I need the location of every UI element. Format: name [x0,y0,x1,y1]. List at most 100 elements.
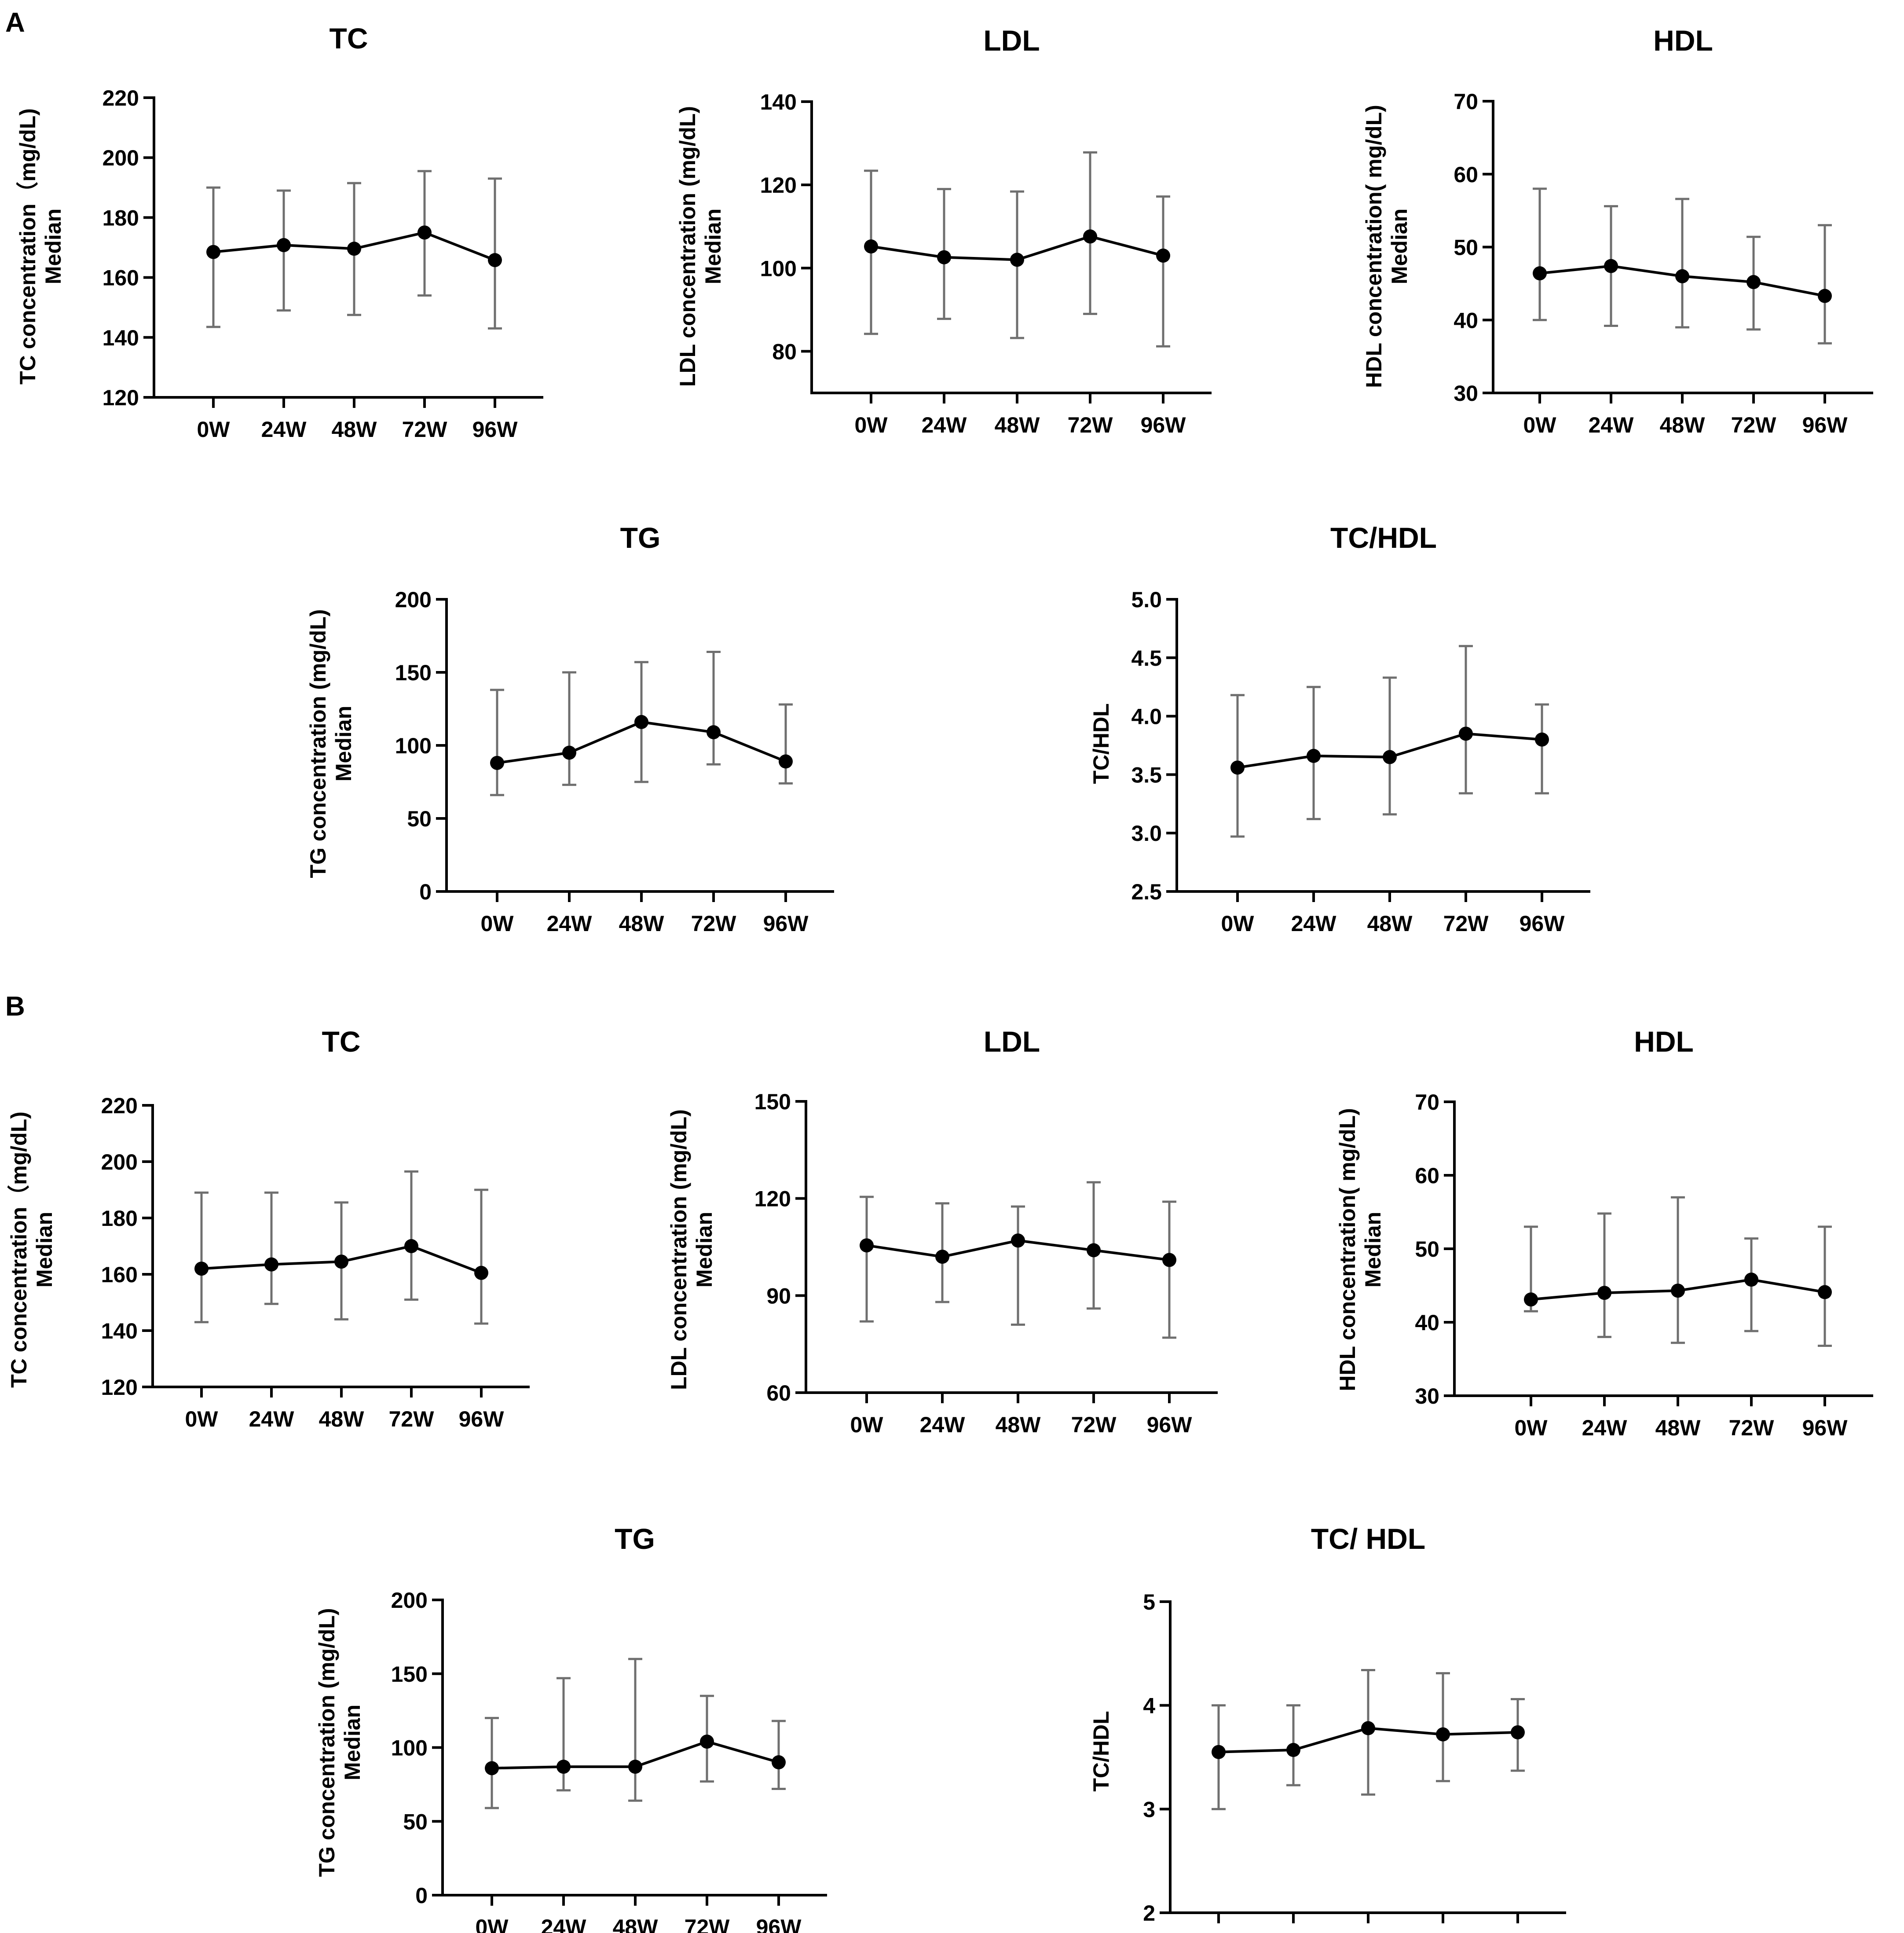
data-point [562,745,576,760]
x-tick-label: 72W [1443,911,1489,936]
x-tick-label: 72W [1729,1416,1775,1440]
chart-2: LDL LDL concentration (mg/dL)Median 80 100 1… [675,24,1212,437]
y-axis-label: TC/HDL [1089,703,1113,784]
y-axis-label: HDL concentration( mg/dL)Median [1335,1108,1385,1391]
data-point [1533,266,1547,281]
y-tick-label: 3.0 [1131,821,1162,846]
data-point [1162,1253,1176,1267]
y-tick-label: 60 [1415,1163,1439,1188]
data-point [277,238,291,253]
data-point [485,1761,499,1775]
y-tick-label: 5 [1143,1590,1155,1614]
y-tick-label: 4 [1143,1694,1155,1718]
y-tick-label: 5.0 [1131,587,1162,612]
y-axis-label-line: Median [41,209,66,284]
x-tick-label: 96W [1802,1416,1848,1440]
y-axis-label-line: HDL concentration( mg/dL) [1335,1108,1360,1391]
x-tick-label: 24W [920,1412,966,1437]
y-tick-label: 2.5 [1131,880,1162,904]
data-point [1818,1285,1832,1299]
y-axis-label: TC concentration（mg/dL)Median [7,1111,57,1388]
x-tick-label: 0W [855,413,888,437]
y-tick-label: 60 [766,1381,791,1405]
y-axis-label-line: LDL concentration (mg/dL) [666,1109,691,1390]
y-tick-label: 220 [101,1093,138,1118]
x-tick-label: 0W [481,911,514,936]
chart-title: TC/ HDL [1311,1522,1425,1555]
x-tick-label: 0W [476,1915,509,1933]
y-tick-label: 30 [1415,1384,1439,1408]
y-tick-label: 50 [403,1809,428,1834]
y-tick-label: 90 [766,1284,791,1308]
chart-1: TC TC concentration（mg/dL)Median 120 140 160… [15,22,543,442]
data-point [628,1760,642,1774]
x-tick-label: 24W [249,1407,295,1431]
y-axis-label-line: LDL concentration (mg/dL) [675,106,700,387]
y-axis-label-line: Median [1361,1212,1385,1287]
x-tick-label: 24W [547,911,593,936]
y-tick-label: 120 [760,173,797,198]
x-tick-label: 48W [619,911,665,936]
y-axis-label: TC/HDL [1089,1711,1113,1791]
chart-4: TG TG concentration (mg/dL)Median 0 50 100 15… [306,521,834,936]
chart-title: TG [615,1522,655,1555]
y-tick-label: 100 [395,734,432,758]
data-point [935,1250,949,1264]
data-point [194,1262,209,1276]
data-point [779,754,793,769]
x-tick-label: 24W [1589,413,1634,437]
y-axis-label-line: Median [32,1212,57,1287]
x-tick-label: 48W [996,1412,1041,1437]
y-tick-label: 220 [103,86,139,110]
x-tick-label: 24W [261,417,307,442]
data-point [1230,760,1245,775]
y-tick-label: 0 [419,880,432,904]
y-tick-label: 180 [103,205,139,230]
y-axis-label-line: HDL concentration( mg/dL) [1362,105,1386,388]
x-tick-label: 48W [1655,1416,1701,1440]
y-axis-label-line: TC/HDL [1089,1711,1113,1791]
data-point [334,1254,348,1269]
x-tick-label: 48W [613,1915,659,1933]
y-tick-label: 50 [1454,235,1478,260]
y-tick-label: 70 [1454,89,1478,114]
x-tick-label: 96W [1147,1412,1193,1437]
data-point [1597,1286,1611,1300]
y-axis-label-line: Median [692,1212,717,1287]
x-tick-label: 72W [691,911,737,936]
y-tick-label: 120 [101,1375,138,1400]
y-tick-label: 160 [103,266,139,290]
data-point [634,715,648,729]
data-point [1744,1273,1758,1287]
chart-8: HDL HDL concentration( mg/dL)Median 30 40 50… [1335,1025,1873,1440]
data-point [937,250,951,264]
x-tick-label: 72W [1068,413,1113,437]
data-point [1083,229,1097,244]
y-tick-label: 3.5 [1131,763,1162,787]
y-axis-label-line: Median [340,1705,365,1780]
data-point [1818,289,1832,303]
y-tick-label: 150 [754,1089,791,1114]
data-point [1747,275,1761,290]
panel-letter-a: A [5,7,25,38]
y-tick-label: 70 [1415,1090,1439,1115]
data-point [404,1239,418,1253]
data-point [1459,726,1473,741]
x-tick-label: 48W [332,417,377,442]
y-axis-label: TG concentration (mg/dL)Median [306,609,356,878]
chart-title: TC/HDL [1330,521,1437,554]
chart-title: TC [322,1025,361,1058]
chart-title: TC [330,22,368,55]
x-tick-label: 48W [319,1407,365,1431]
chart-title: TG [620,521,661,554]
y-tick-label: 180 [101,1206,138,1231]
y-tick-label: 40 [1415,1310,1439,1335]
y-tick-label: 60 [1454,162,1478,187]
data-point [1361,1721,1375,1735]
y-tick-label: 30 [1454,381,1478,406]
y-axis-label: LDL concentration (mg/dL)Median [666,1109,717,1390]
x-tick-label: 96W [1141,413,1186,437]
data-point [1436,1727,1450,1742]
